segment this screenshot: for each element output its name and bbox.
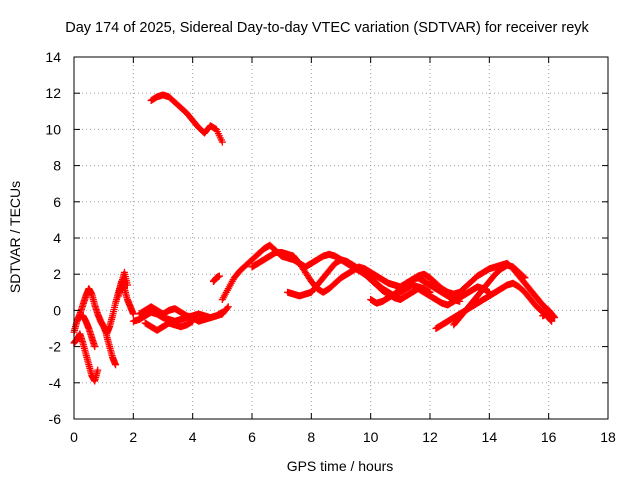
data-point xyxy=(548,317,556,325)
data-point xyxy=(94,366,102,374)
data-point xyxy=(521,274,529,282)
data-point xyxy=(91,343,99,351)
series-arc-3 xyxy=(79,312,99,351)
series-arc-17 xyxy=(539,306,559,322)
series-arc-9 xyxy=(209,272,223,285)
series-arc-7 xyxy=(135,303,226,325)
data-point xyxy=(218,308,226,316)
y-tick-label: 2 xyxy=(53,266,61,282)
y-tick-label: 10 xyxy=(45,121,61,137)
chart-title: Day 174 of 2025, Sidereal Day-to-day VTE… xyxy=(65,20,589,36)
y-tick-label: -6 xyxy=(49,411,62,427)
x-tick-label: 16 xyxy=(541,429,557,445)
y-tick-label: 0 xyxy=(53,302,61,318)
series-arc-8 xyxy=(141,317,197,334)
x-tick-label: 2 xyxy=(129,429,137,445)
axis-ticks xyxy=(73,56,609,420)
y-tick-label: 8 xyxy=(53,158,61,174)
x-tick-label: 10 xyxy=(363,429,379,445)
series-arc-2 xyxy=(70,330,102,385)
data-point xyxy=(129,310,137,318)
series-arc-16 xyxy=(450,261,529,329)
x-tick-label: 8 xyxy=(307,429,315,445)
data-point xyxy=(520,273,528,281)
series-arc-10 xyxy=(147,91,226,146)
data-point xyxy=(189,317,197,325)
data-point xyxy=(223,304,231,312)
x-tick-label: 4 xyxy=(189,429,197,445)
data-points xyxy=(70,91,559,385)
y-tick-label: 14 xyxy=(45,49,61,65)
series-arc-13 xyxy=(284,256,493,309)
x-tick-label: 12 xyxy=(422,429,438,445)
data-point xyxy=(215,272,223,280)
grid xyxy=(74,57,608,419)
x-tick-label: 6 xyxy=(248,429,256,445)
data-point xyxy=(551,314,559,322)
data-point xyxy=(224,303,232,311)
data-point xyxy=(112,361,120,369)
axis-tick-labels: 0 2 4 6 8 10 12 14 16 18 -6 -4 -2 0 2 4 6 8 10 12 14 xyxy=(45,49,616,445)
x-tick-label: 14 xyxy=(482,429,498,445)
x-axis-label: GPS time / hours xyxy=(287,458,394,474)
y-tick-label: 6 xyxy=(53,194,61,210)
y-tick-label: 12 xyxy=(45,85,61,101)
series-arc-4 xyxy=(103,332,120,369)
y-axis-label: SDTVAR / TECUs xyxy=(7,181,23,293)
data-point xyxy=(218,138,226,146)
x-tick-label: 0 xyxy=(70,429,78,445)
y-tick-label: 4 xyxy=(53,230,61,246)
y-tick-label: -2 xyxy=(49,339,62,355)
y-tick-label: -4 xyxy=(49,375,62,391)
data-point xyxy=(123,281,131,289)
series-arc-5 xyxy=(115,268,131,300)
x-tick-label: 18 xyxy=(600,429,616,445)
